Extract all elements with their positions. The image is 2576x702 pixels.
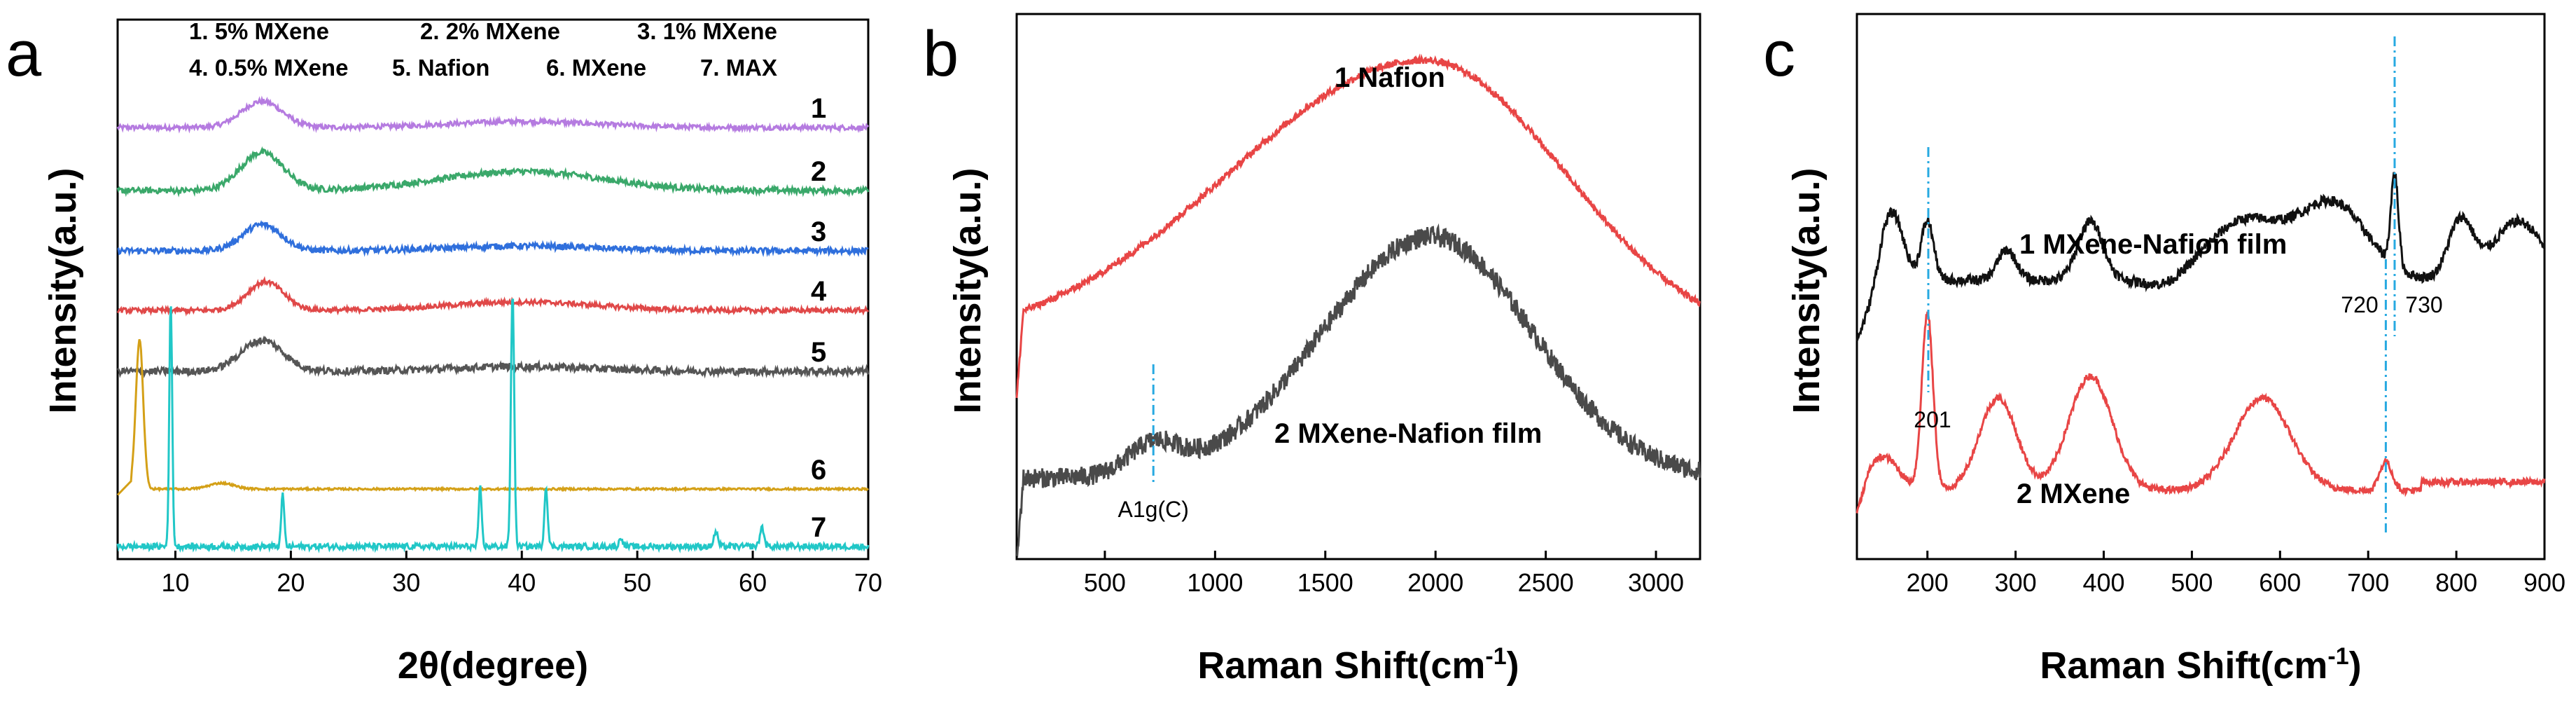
- x-axis-title-c: Raman Shift(cm-1): [2040, 643, 2361, 687]
- series-line-a-4: [116, 276, 870, 317]
- x-axis-title-a: 2θ(degree): [398, 645, 588, 687]
- annotation-a1g: A1g(C): [1118, 497, 1189, 522]
- curve-label-nafion: 1 Nafion: [1335, 62, 1445, 93]
- plot-frame-a: [116, 18, 870, 560]
- y-axis-title-c: Intensity(a.u.): [1785, 167, 1827, 413]
- legend-line-2-item-1: 4. 0.5% MXene: [189, 55, 348, 81]
- trace-number-5: 5: [811, 337, 826, 368]
- panel-letter-c: c: [1763, 18, 1795, 90]
- annotation-730: 730: [2405, 292, 2442, 317]
- series-line-c-2: [1856, 311, 2546, 514]
- x-tick-label-c-600: 600: [2259, 568, 2301, 597]
- panel-a: a 1. 5% MXene 2. 2% MXene 3. 1% MXene 4.…: [6, 18, 882, 687]
- series-group-c: [1856, 172, 2546, 514]
- x-tick-label-b-1000: 1000: [1187, 568, 1243, 597]
- x-tick-label-b-2500: 2500: [1518, 568, 1574, 597]
- trace-number-4: 4: [811, 276, 827, 307]
- legend-line-2-item-3: 6. MXene: [546, 55, 646, 81]
- x-tick-label-c-700: 700: [2347, 568, 2389, 597]
- annotation-201: 201: [1914, 407, 1951, 432]
- x-tick-label-c-300: 300: [1995, 568, 2037, 597]
- series-line-a-1: [116, 95, 870, 134]
- trace-number-6: 6: [811, 455, 826, 486]
- series-group-b: [1015, 53, 1701, 558]
- x-tick-label-a-20: 20: [277, 568, 305, 597]
- series-line-b-2: [1016, 223, 1701, 558]
- curve-label-mxene-nafion: 2 MXene-Nafion film: [1274, 418, 1542, 449]
- legend-line-2-item-2: 5. Nafion: [392, 55, 489, 81]
- y-axis-title-b: Intensity(a.u.): [947, 167, 989, 413]
- series-line-a-7: [116, 298, 870, 553]
- x-tick-label-c-800: 800: [2435, 568, 2477, 597]
- legend-line-1-item-2: 2. 2% MXene: [420, 18, 560, 44]
- series-group-a: [116, 95, 870, 553]
- x-tick-label-c-200: 200: [1907, 568, 1949, 597]
- x-tick-label-b-500: 500: [1084, 568, 1126, 597]
- legend-line-2-item-4: 7. MAX: [700, 55, 777, 81]
- series-line-b-1: [1015, 53, 1701, 399]
- trace-number-1: 1: [811, 93, 826, 124]
- annotation-720: 720: [2341, 292, 2378, 317]
- x-axis-title-b: Raman Shift(cm-1): [1197, 643, 1519, 687]
- trace-number-7: 7: [811, 512, 826, 543]
- x-tick-label-b-2000: 2000: [1407, 568, 1463, 597]
- x-tick-label-a-40: 40: [508, 568, 536, 597]
- curve-label-mxene-nafion-c: 1 MXene-Nafion film: [2019, 229, 2287, 260]
- curve-label-mxene-c: 2 MXene: [2017, 479, 2130, 509]
- panel-c: c 201 720 730 1 MXene-Nafion film 2 MXen…: [1763, 13, 2565, 687]
- x-tick-label-a-60: 60: [739, 568, 767, 597]
- panel-b: b A1g(C) 1 Nafion 2 MXene-Nafion film 50…: [923, 13, 1701, 687]
- series-line-a-6: [116, 338, 870, 496]
- x-tick-label-b-1500: 1500: [1297, 568, 1353, 597]
- x-tick-label-a-30: 30: [392, 568, 420, 597]
- x-tick-label-c-900: 900: [2523, 568, 2565, 597]
- x-ticks-b: 500 1000 1500 2000 2500 3000: [1084, 551, 1684, 597]
- x-tick-label-a-10: 10: [161, 568, 189, 597]
- x-tick-label-b-3000: 3000: [1628, 568, 1684, 597]
- legend-line-1-item-1: 1. 5% MXene: [189, 18, 329, 44]
- panel-letter-b: b: [923, 18, 959, 90]
- plot-frame-c: [1856, 13, 2546, 560]
- x-ticks-a: 10 20 30 40 50 60 70: [161, 551, 882, 597]
- x-tick-label-c-400: 400: [2082, 568, 2124, 597]
- series-line-c-1: [1856, 172, 2546, 342]
- trace-number-2: 2: [811, 156, 826, 187]
- x-ticks-c: 200 300 400 500 600 700 800 900: [1907, 551, 2565, 597]
- trace-number-3: 3: [811, 216, 826, 247]
- series-line-a-3: [117, 220, 869, 258]
- legend-line-1-item-3: 3. 1% MXene: [637, 18, 777, 44]
- y-axis-title-a: Intensity(a.u.): [42, 167, 84, 413]
- plot-frame-b: [1015, 13, 1701, 560]
- series-line-a-5: [116, 335, 870, 379]
- panel-letter-a: a: [6, 18, 42, 90]
- curve-labels-a: 1 2 3 4 5 6 7: [811, 93, 827, 543]
- series-line-a-2: [116, 146, 870, 198]
- x-tick-label-a-50: 50: [623, 568, 651, 597]
- x-tick-label-c-500: 500: [2171, 568, 2213, 597]
- x-tick-label-a-70: 70: [854, 568, 882, 597]
